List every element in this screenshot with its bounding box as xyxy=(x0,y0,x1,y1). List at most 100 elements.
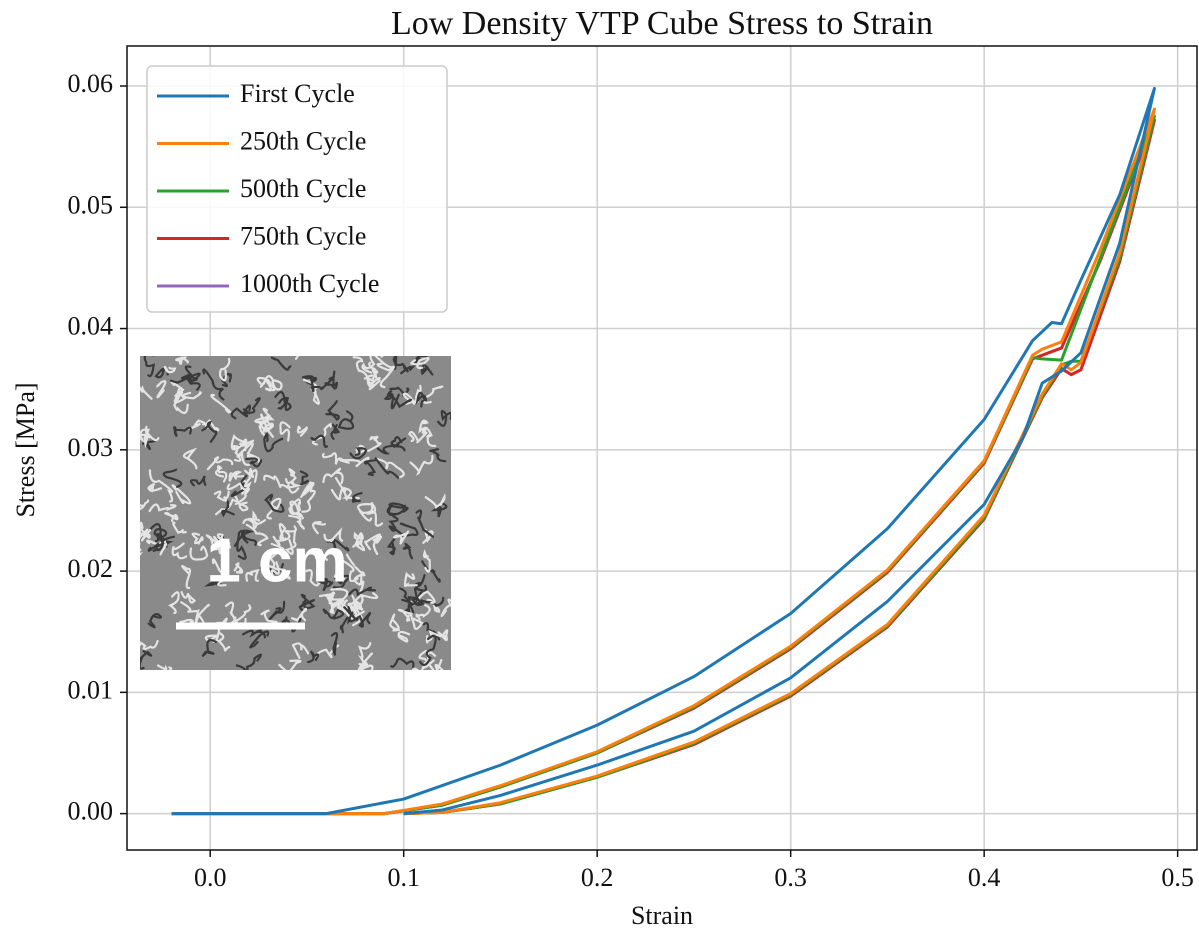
foam-strand xyxy=(278,522,287,542)
foam-strand xyxy=(143,431,160,449)
foam-strand xyxy=(307,650,320,664)
foam-strand xyxy=(140,527,151,539)
x-axis-label: Strain xyxy=(631,901,693,930)
foam-strand xyxy=(284,530,297,556)
y-tick-label: 0.05 xyxy=(68,190,114,219)
foam-strand xyxy=(343,605,358,623)
foam-strand xyxy=(309,375,335,394)
foam-strand xyxy=(228,470,245,482)
foam-strand xyxy=(147,613,163,629)
foam-strand xyxy=(367,435,382,453)
foam-strand xyxy=(264,565,291,580)
foam-strand xyxy=(153,528,168,543)
x-tick-label: 0.0 xyxy=(194,863,227,892)
foam-strand xyxy=(260,609,278,624)
foam-strand xyxy=(397,630,411,643)
foam-strand xyxy=(210,393,232,414)
series-line xyxy=(171,107,1156,816)
y-tick-label: 0.06 xyxy=(68,69,114,98)
foam-strand xyxy=(323,527,344,543)
foam-strand xyxy=(374,457,405,479)
foam-strand xyxy=(324,370,338,390)
foam-strand xyxy=(415,391,428,408)
foam-strand xyxy=(226,476,252,491)
foam-strand xyxy=(310,434,329,448)
foam-strand xyxy=(330,423,341,440)
foam-strand xyxy=(422,548,431,573)
foam-strand xyxy=(201,420,218,443)
foam-strand xyxy=(281,616,302,633)
foam-strand xyxy=(171,484,192,505)
foam-strand xyxy=(264,493,285,513)
foam-strand xyxy=(415,604,431,621)
foam-strand xyxy=(390,657,415,670)
foam-strand xyxy=(147,482,163,493)
foam-strand xyxy=(191,532,204,545)
y-tick-label: 0.00 xyxy=(68,797,114,826)
foam-strand xyxy=(361,356,376,374)
foam-strand xyxy=(266,542,285,569)
foam-strand xyxy=(376,437,407,455)
foam-strand xyxy=(156,664,173,670)
foam-strand xyxy=(168,591,180,615)
foam-strand xyxy=(422,385,444,404)
foam-strand xyxy=(418,419,429,437)
foam-strand xyxy=(376,362,395,389)
foam-strand xyxy=(328,591,342,614)
foam-strand xyxy=(140,385,153,400)
foam-strand xyxy=(261,561,280,578)
foam-strand xyxy=(352,535,366,552)
foam-strand xyxy=(332,574,350,589)
foam-strand xyxy=(268,600,286,621)
foam-strand xyxy=(173,426,192,438)
foam-strand xyxy=(420,364,434,376)
foam-strand xyxy=(419,634,437,667)
foam-strand xyxy=(389,386,410,398)
foam-strand xyxy=(348,586,377,597)
foam-strand xyxy=(410,588,420,603)
foam-strand xyxy=(429,448,447,463)
foam-strand xyxy=(285,468,297,485)
foam-strand xyxy=(247,510,261,530)
foam-strand xyxy=(358,612,372,628)
plot-lines xyxy=(171,86,1156,816)
foam-strand xyxy=(351,492,363,503)
foam-strand xyxy=(218,357,231,382)
foam-strand xyxy=(164,511,179,522)
foam-strand xyxy=(162,468,183,488)
foam-strand xyxy=(152,532,165,552)
foam-strand xyxy=(399,522,419,537)
foam-strand xyxy=(372,534,380,555)
foam-strand xyxy=(403,571,418,588)
inset-image xyxy=(140,356,451,670)
y-tick-label: 0.03 xyxy=(68,433,114,462)
foam-strand xyxy=(388,515,405,537)
foam-strand xyxy=(263,432,284,453)
legend-label: 500th Cycle xyxy=(240,174,366,203)
foam-strand xyxy=(412,574,428,592)
foam-strand xyxy=(337,410,355,430)
foam-strand xyxy=(147,535,176,552)
foam-strand xyxy=(421,560,441,583)
chart-title: Low Density VTP Cube Stress to Strain xyxy=(391,5,933,42)
foam-strand xyxy=(264,378,276,392)
foam-strand xyxy=(214,465,228,483)
foam-strand xyxy=(242,397,261,414)
foam-strand xyxy=(350,594,363,614)
foam-strand xyxy=(188,419,206,430)
foam-strand xyxy=(409,454,434,476)
series-line xyxy=(171,86,1156,816)
y-tick-label: 0.01 xyxy=(68,675,114,704)
foam-strand xyxy=(331,599,346,614)
foam-strand xyxy=(386,504,407,516)
foam-strand xyxy=(368,361,379,379)
inset-label: 1 cm xyxy=(206,526,347,595)
foam-strand xyxy=(172,521,187,535)
foam-strand xyxy=(175,356,189,365)
foam-strand xyxy=(156,379,167,399)
foam-strand xyxy=(201,639,217,657)
legend-label: 750th Cycle xyxy=(240,221,366,250)
foam-strand xyxy=(365,502,384,527)
legend-label: 1000th Cycle xyxy=(240,269,379,298)
foam-strand xyxy=(434,658,444,670)
